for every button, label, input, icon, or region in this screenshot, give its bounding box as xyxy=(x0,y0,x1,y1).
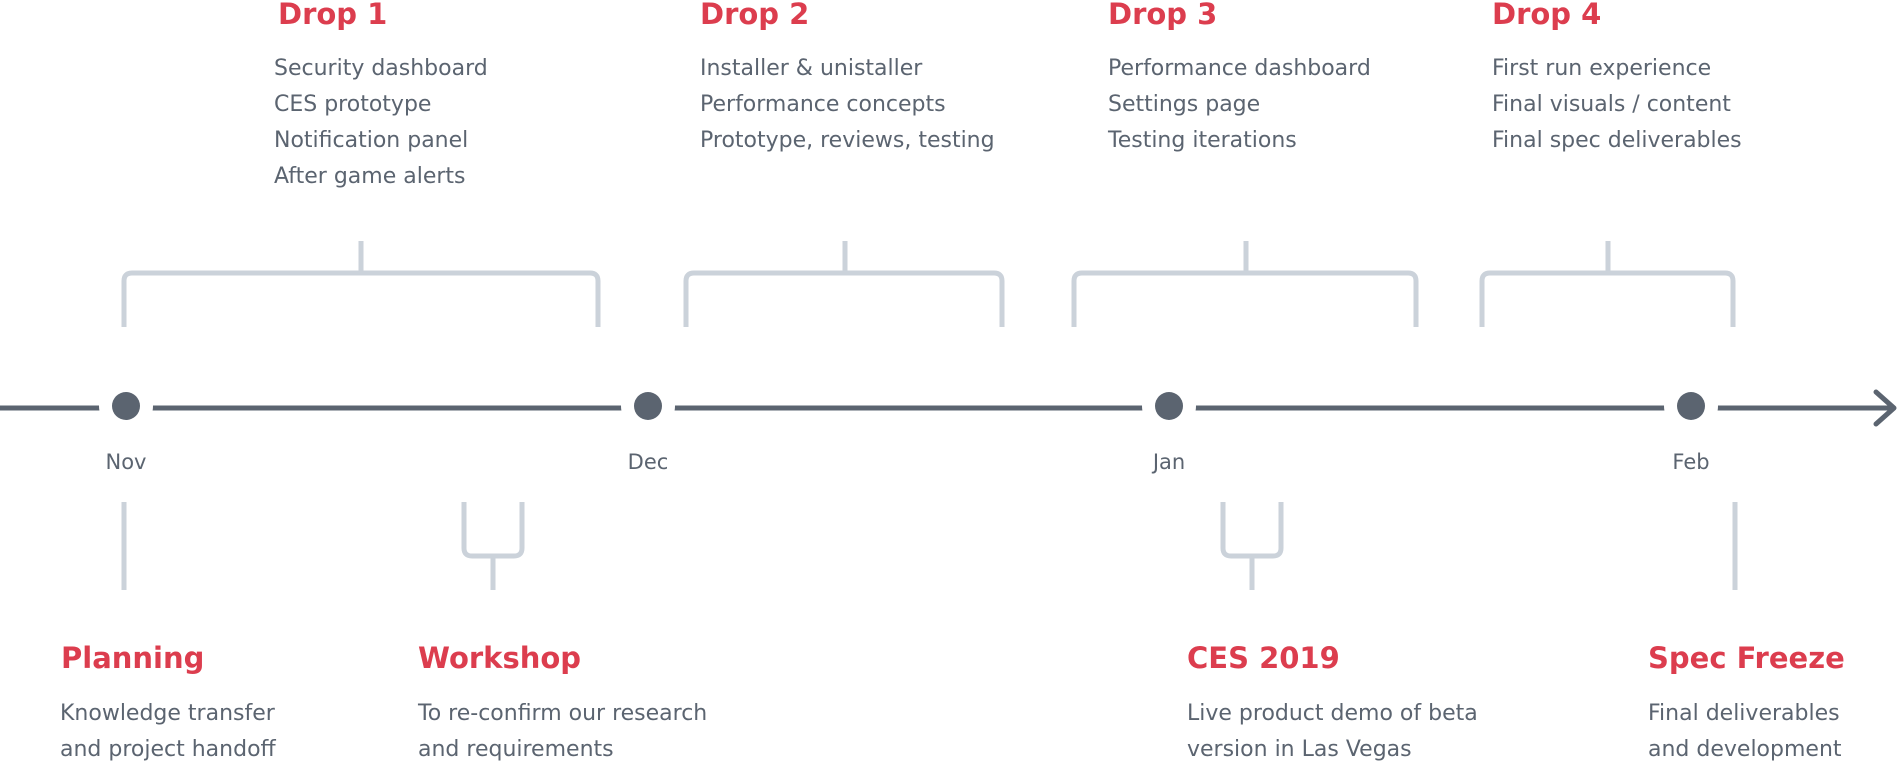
drop-3-item: Performance dashboard xyxy=(1108,56,1371,81)
drop-1-item: CES prototype xyxy=(274,92,432,117)
milestone-title: CES 2019 xyxy=(1187,641,1340,675)
drop-1-item: Security dashboard xyxy=(274,56,488,81)
drop-3-item: Settings page xyxy=(1108,92,1261,117)
drop-3-title: Drop 3 xyxy=(1108,0,1218,31)
drop-1-bracket xyxy=(121,241,601,327)
drop-2-title: Drop 2 xyxy=(700,0,810,31)
arrow-right-icon xyxy=(1873,389,1897,427)
milestone-description: and development xyxy=(1648,737,1842,762)
drop-4-item: Final visuals / content xyxy=(1492,92,1731,117)
drop-2-item: Performance concepts xyxy=(700,92,946,117)
month-label-dec: Dec xyxy=(627,450,669,474)
node-dec xyxy=(621,379,675,433)
ces-connector xyxy=(1220,502,1284,590)
drop-1-item: After game alerts xyxy=(274,164,466,189)
node-jan xyxy=(1142,379,1196,433)
drop-2-item: Installer & unistaller xyxy=(700,56,923,81)
drop-1-item: Notification panel xyxy=(274,128,469,153)
drop-3-bracket xyxy=(1071,241,1419,327)
month-label-nov: Nov xyxy=(105,450,147,474)
node-nov xyxy=(99,379,153,433)
milestone-description: and requirements xyxy=(418,737,614,762)
milestone-description: Final deliverables xyxy=(1648,701,1840,726)
drop-2-item: Prototype, reviews, testing xyxy=(700,128,995,153)
milestone-description: To re-confirm our research xyxy=(418,701,708,726)
milestone-description: Live product demo of beta xyxy=(1187,701,1478,726)
drop-2-bracket xyxy=(683,241,1005,327)
drop-4-bracket xyxy=(1479,241,1736,327)
workshop-connector xyxy=(461,502,525,590)
drop-4-item: First run experience xyxy=(1492,56,1712,81)
milestone-title: Workshop xyxy=(418,641,582,675)
node-feb xyxy=(1664,379,1718,433)
milestone-title: Planning xyxy=(61,641,205,675)
milestone-description: version in Las Vegas xyxy=(1187,737,1412,762)
drop-1-title: Drop 1 xyxy=(278,0,388,31)
milestone-description: Knowledge transfer xyxy=(60,701,275,726)
milestone-description: and project handoff xyxy=(60,737,276,762)
drop-3-item: Testing iterations xyxy=(1108,128,1297,153)
milestone-title: Spec Freeze xyxy=(1648,641,1845,675)
month-label-feb: Feb xyxy=(1672,450,1710,474)
drop-4-title: Drop 4 xyxy=(1492,0,1602,31)
drop-4-item: Final spec deliverables xyxy=(1492,128,1742,153)
month-label-jan: Jan xyxy=(1152,450,1186,474)
